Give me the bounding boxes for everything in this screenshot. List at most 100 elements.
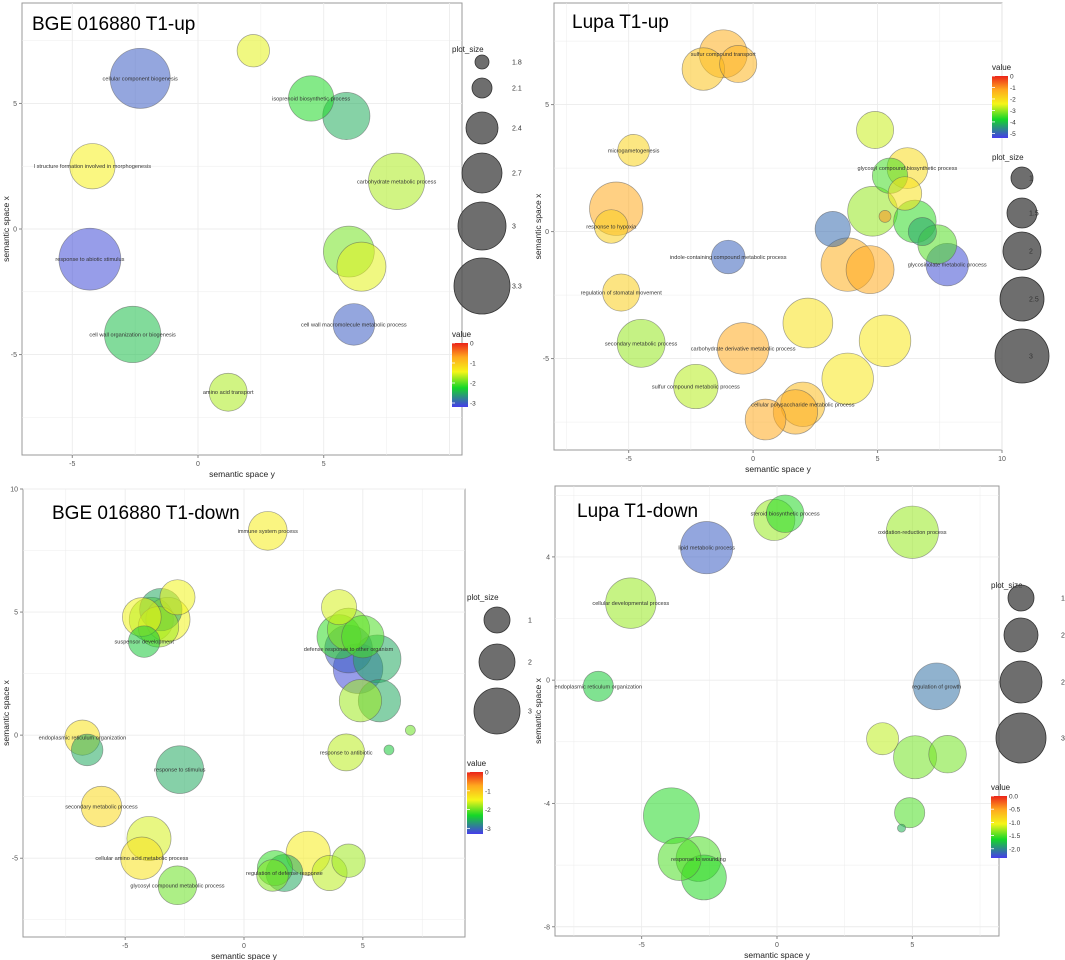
bubble-point: [928, 735, 967, 774]
size-legend-label: 3: [528, 709, 532, 716]
size-legend-key: [1010, 166, 1034, 190]
bubble-point: [128, 625, 161, 658]
color-legend-bar: [452, 343, 468, 407]
y-tick-label: 4: [546, 554, 550, 561]
bubble-label: oxidation-reduction process: [878, 530, 947, 536]
size-legend-label: 2.4: [512, 126, 522, 133]
bubble-labels: immune system process suspensor developme…: [39, 529, 394, 889]
panel-lupa-down: -5 0 5 -8 -4 0 4 semantic space y semantic space…: [533, 485, 1065, 960]
color-legend-title: value: [467, 759, 487, 768]
bubble-point: [208, 372, 248, 412]
bubble-point: [80, 785, 123, 828]
panel-bge-up: -5 0 5 -5 0 5 semantic space y semantic space x…: [1, 2, 522, 479]
size-legend-title: plot_size: [992, 153, 1024, 162]
bubble-label: glycosyl compound metabolic process: [130, 883, 224, 889]
size-legend-key: [474, 54, 490, 70]
bubble-point: [878, 209, 892, 223]
x-axis-label: semantic space y: [211, 951, 277, 960]
bubble-point: [856, 111, 895, 149]
bubble-label: immune system process: [238, 529, 299, 535]
size-legend-label: 2.7: [512, 171, 522, 178]
bubble-label: defense response to other organism: [304, 647, 394, 653]
y-tick-label: 0: [14, 733, 18, 740]
bubble-label: glycosinolate metabolic process: [908, 263, 987, 269]
bubble-point: [332, 303, 376, 346]
x-axis-label: semantic space y: [209, 469, 275, 479]
y-tick-label: 0: [546, 678, 550, 685]
color-legend-label: -3: [1010, 108, 1016, 115]
bubble-label: steroid biosynthetic process: [751, 512, 820, 518]
size-legend-label: 1.5: [1029, 211, 1039, 218]
y-tick-label: -8: [544, 924, 550, 931]
bubble-label: suspensor development: [114, 640, 174, 646]
color-legend-title: value: [992, 63, 1012, 72]
size-legend-label: 2: [528, 660, 532, 667]
bubble-point: [327, 733, 366, 772]
color-legend-label: -4: [1010, 119, 1016, 126]
bubble-point: [368, 152, 426, 210]
size-legend-label: 3: [1029, 354, 1033, 361]
x-tick-label: 5: [322, 461, 326, 468]
size-legend-key: [453, 257, 511, 315]
color-legend-label: 0: [470, 341, 474, 348]
bubble-label: l structure formation involved in morpho…: [34, 164, 151, 170]
bubble-labels: steroid biosynthetic process oxidation-re…: [554, 512, 961, 863]
size-legend-label: 3.3: [512, 284, 522, 291]
color-legend-title: value: [991, 783, 1011, 792]
grid: [22, 3, 462, 455]
bubble-point: [744, 398, 787, 441]
bubble-label: cellular polysaccharide metabolic proces…: [751, 402, 854, 408]
size-legend-key: [1007, 584, 1035, 612]
bubble-point: [711, 239, 746, 275]
bubble-point: [159, 579, 196, 616]
color-legend-label: 0.0: [1009, 794, 1018, 801]
size-legend-label: 1: [1029, 176, 1033, 183]
x-axis-label: semantic space y: [744, 950, 810, 960]
bubble-label: amino acid transport: [203, 390, 254, 396]
bubble-point: [109, 47, 171, 109]
color-legend-label: -5: [1010, 131, 1016, 138]
bubble-label: cell wall organization or biogenesis: [89, 332, 176, 338]
color-legend-label: -1.0: [1009, 820, 1021, 827]
bubble-point: [866, 722, 899, 756]
size-legend-label: 2.5: [1061, 680, 1065, 687]
size-legend-title: plot_size: [467, 593, 499, 602]
color-legend-label: -1: [1010, 85, 1016, 92]
y-tick-label: 5: [14, 610, 18, 617]
x-tick-label: 0: [196, 461, 200, 468]
bubble-point: [594, 209, 629, 244]
x-tick-label: 10: [998, 456, 1006, 463]
bubbles: [58, 34, 426, 412]
color-legend-label: -1: [470, 361, 476, 368]
size-legend-label: 2.1: [512, 86, 522, 93]
bubble-point: [341, 615, 385, 659]
color-legend-label: -1.5: [1009, 833, 1021, 840]
color-legend-label: -1: [485, 788, 491, 795]
bubble-point: [894, 797, 926, 829]
size-legend-key: [473, 687, 521, 735]
bubble-label: secondary metabolic process: [65, 805, 138, 811]
bubble-point: [602, 273, 641, 312]
bubble-point: [383, 744, 395, 756]
size-legend-key: [999, 660, 1043, 704]
color-legend-label: -2.0: [1009, 846, 1021, 853]
x-tick-label: 5: [910, 942, 914, 949]
bubble-label: cellular amino acid metabolic process: [95, 856, 188, 862]
bubble-point: [885, 505, 939, 559]
bubble-label: carbohydrate metabolic process: [357, 179, 436, 185]
y-tick-label: 5: [545, 102, 549, 109]
bubble-point: [765, 494, 805, 533]
bubble-point: [680, 521, 734, 575]
chart-title: BGE 016880 T1-up: [32, 14, 195, 35]
bubble-point: [617, 134, 650, 167]
size-legend-label: 1: [528, 618, 532, 625]
bubble-point: [404, 724, 416, 736]
bubble-point: [719, 45, 758, 83]
bubble-point: [845, 245, 895, 295]
bubble-point: [605, 577, 657, 629]
x-tick-label: -5: [69, 461, 75, 468]
bubble-point: [69, 143, 116, 190]
size-legend-key: [1003, 617, 1039, 653]
y-axis-label: semantic space x: [533, 193, 543, 259]
bubble-point: [336, 241, 387, 292]
